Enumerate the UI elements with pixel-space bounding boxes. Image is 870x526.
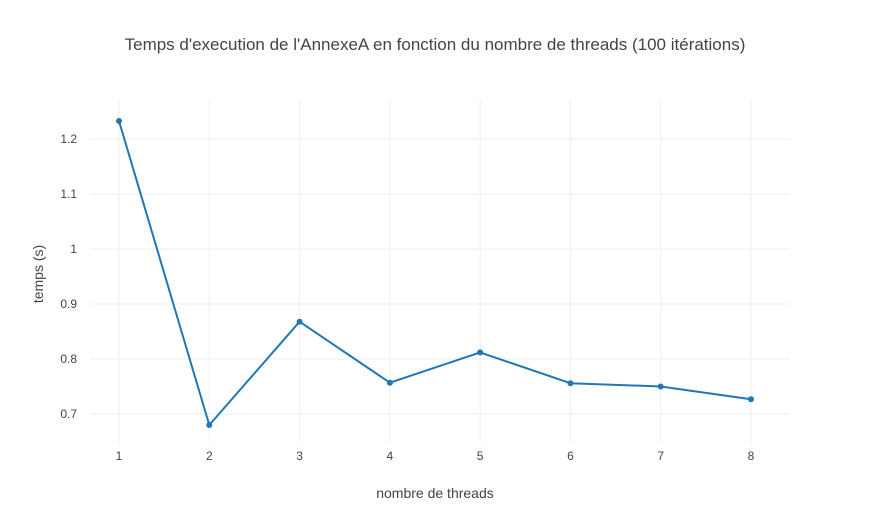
y-tick-label: 0.7 [60,407,77,421]
x-tick-label: 8 [748,449,755,463]
x-tick-label: 6 [567,449,574,463]
y-axis-ticks: 0.7 0.8 0.9 1 1.1 1.2 [60,132,77,421]
x-tick-label: 2 [206,449,213,463]
x-tick-label: 7 [657,449,664,463]
x-tick-label: 3 [296,449,303,463]
y-tick-label: 1 [70,242,77,256]
data-point[interactable] [657,383,664,390]
y-tick-label: 0.9 [60,297,77,311]
x-tick-label: 4 [387,449,394,463]
data-point[interactable] [567,380,574,387]
series-line [118,120,752,426]
grid-lines [90,100,790,442]
data-point[interactable] [296,318,303,325]
data-point[interactable] [477,349,484,356]
data-point[interactable] [748,396,754,403]
data-point[interactable] [386,379,393,386]
y-axis-title: temps (s) [30,245,46,303]
y-tick-label: 0.8 [60,352,77,366]
data-point[interactable] [116,118,122,124]
series-layer [116,118,754,428]
x-tick-label: 5 [477,449,484,463]
data-point[interactable] [206,422,213,428]
x-axis-ticks: 1 2 3 4 5 6 7 8 [116,449,755,463]
y-tick-label: 1.2 [60,132,77,146]
x-tick-label: 1 [116,449,123,463]
x-axis-title: nombre de threads [376,485,494,501]
y-tick-label: 1.1 [60,187,77,201]
chart-title: Temps d'execution de l'AnnexeA en foncti… [125,35,746,54]
